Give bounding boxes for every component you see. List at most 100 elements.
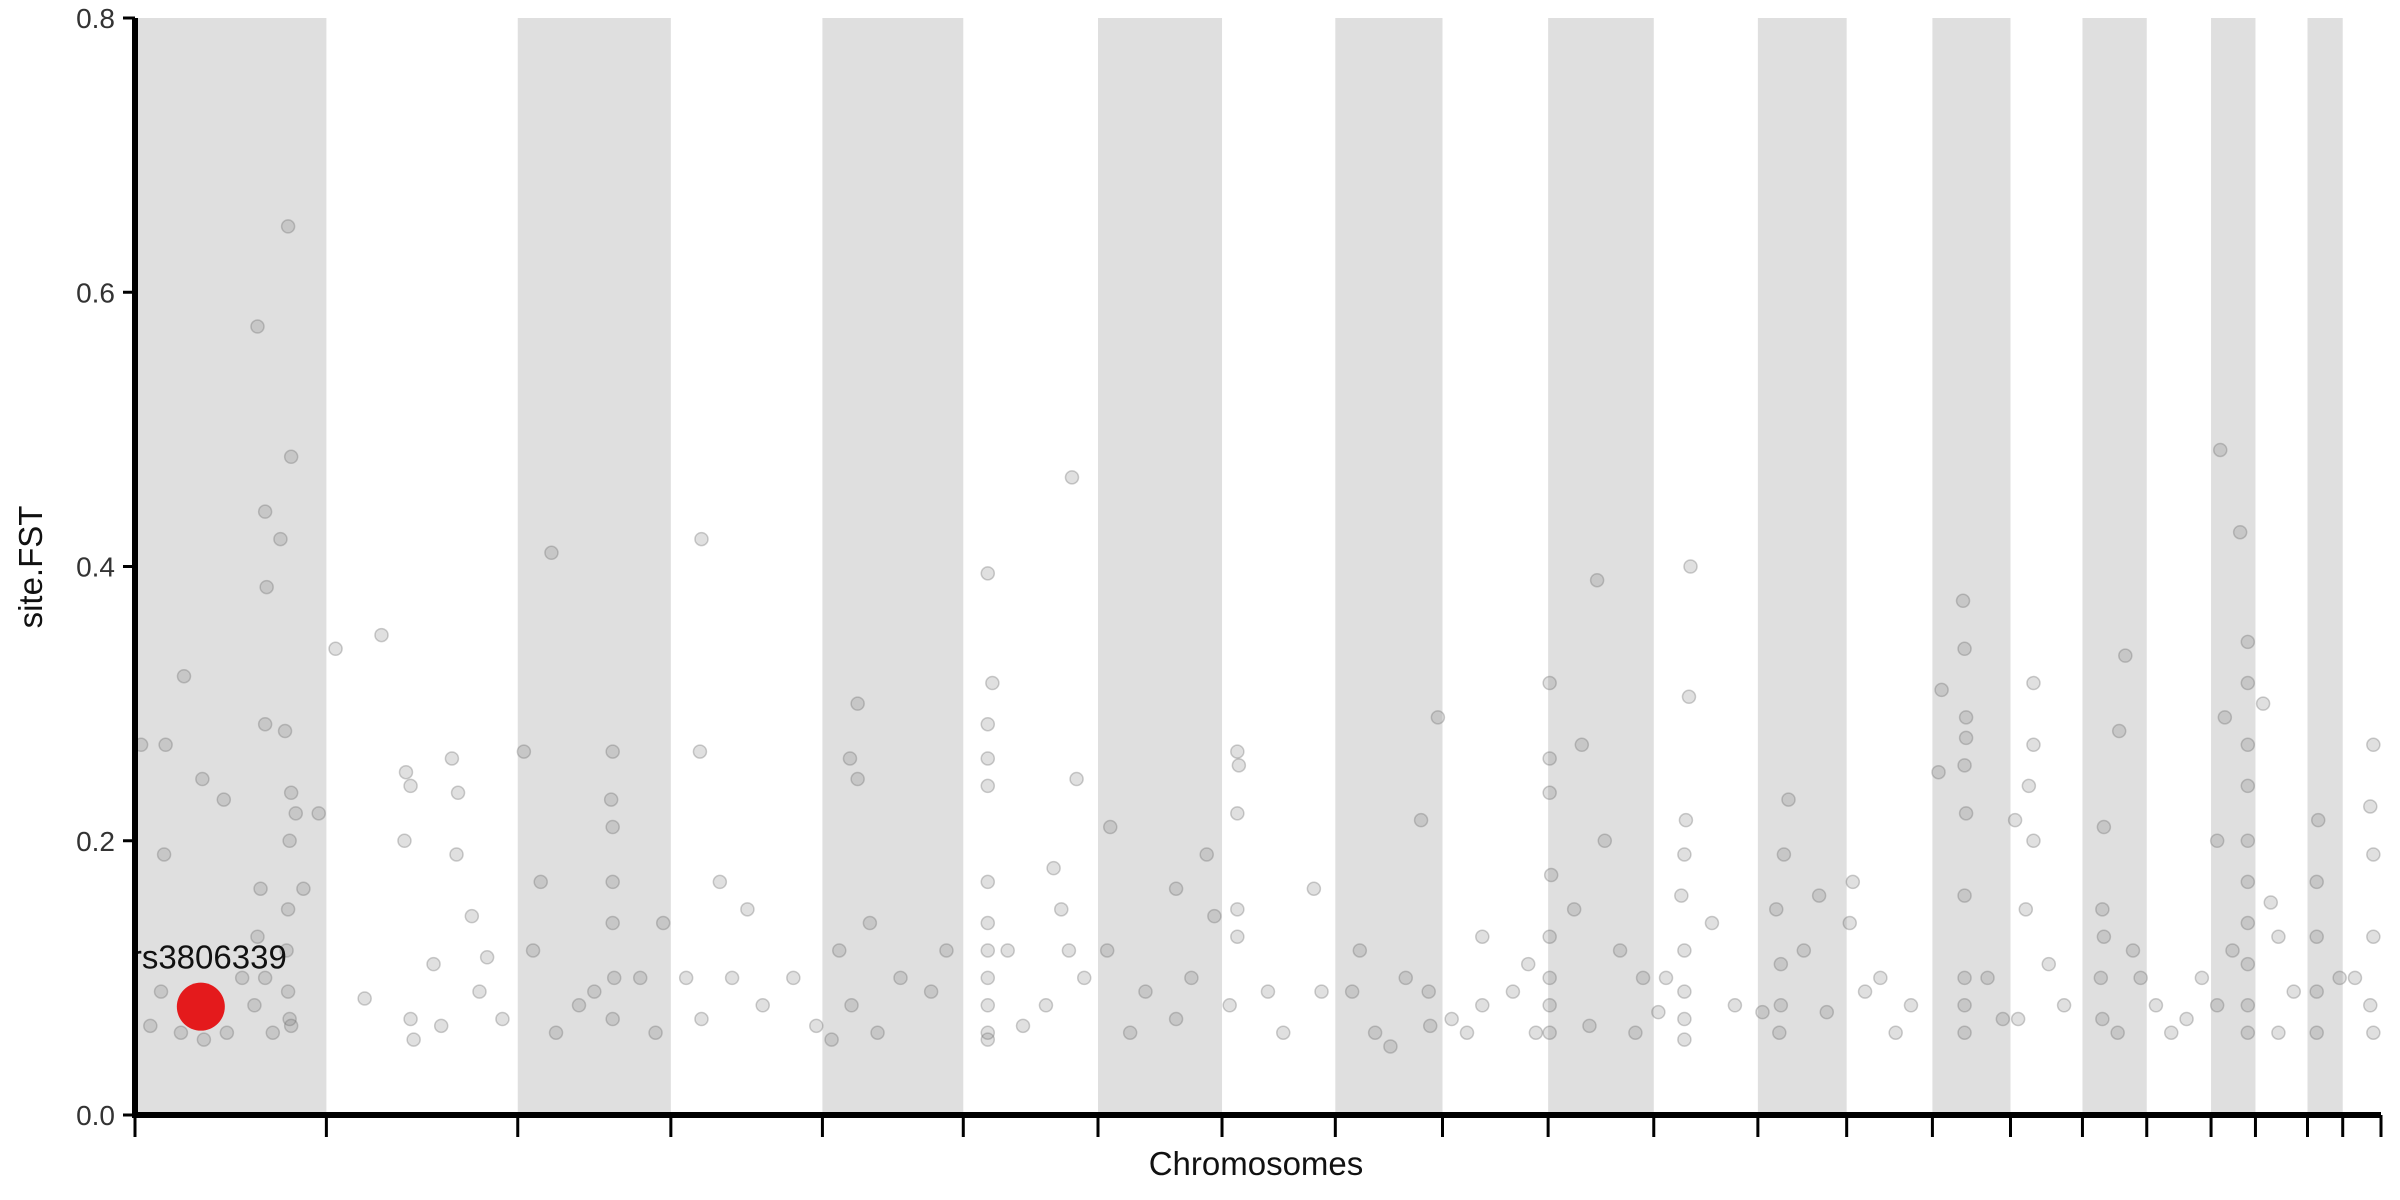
data-point [832,943,847,958]
data-point [1903,998,1919,1013]
data-point [2309,984,2324,999]
data-point [533,874,548,890]
data-point [1222,998,1237,1013]
data-point [1957,641,1972,657]
points: rs3806339 [131,219,2381,1054]
data-point [1674,888,1689,903]
data-point [1046,860,1061,876]
data-point [283,785,299,801]
data-point [1681,689,1697,705]
data-point [1957,998,1972,1013]
data-point [603,792,619,807]
data-point [279,943,294,958]
bands [135,18,2343,1115]
data-point [1122,1025,1138,1040]
data-point [257,970,273,986]
data-point [2240,675,2256,691]
data-point [2021,778,2037,794]
data-point [1367,1025,1383,1040]
data-point [1958,806,1974,821]
data-point [980,751,996,766]
data-point [280,984,296,999]
data-point [156,847,172,862]
data-point [844,998,859,1013]
data-point [2217,710,2233,725]
data-point [1768,902,1784,917]
data-point [2240,634,2256,650]
data-point [548,1025,564,1040]
data-point [1099,943,1115,958]
data-point [257,716,273,732]
data-point [2133,970,2148,986]
data-point [2332,970,2347,986]
data-point [282,833,297,848]
data-point [1651,1004,1666,1020]
data-point [1475,929,1490,944]
data-point [678,970,694,986]
data-point [282,1011,297,1027]
data-point [257,504,273,519]
data-point [2366,1025,2381,1040]
data-point [2240,1025,2256,1040]
data-point [2096,929,2112,944]
data-point [1344,984,1360,999]
data-point [1677,984,1692,999]
data-point [247,998,262,1013]
data-point [1772,1025,1787,1040]
data-point [357,991,372,1006]
data-point [2363,799,2378,814]
data-point [1421,984,1436,999]
data-point [1038,998,1054,1013]
data-point [2194,970,2210,986]
data-point [1064,470,1080,485]
data-point [1352,943,1368,958]
data-point [1597,833,1613,848]
data-point [219,1025,235,1040]
data-point [1582,1018,1597,1034]
data-point [1475,998,1490,1013]
data-point [980,915,996,931]
data-point [2286,984,2301,999]
data-point [1612,943,1628,958]
data-point [2007,812,2023,828]
data-point [283,449,299,465]
data-point [2026,833,2041,848]
data-point [1207,908,1222,924]
data-point [153,984,169,999]
x-axis-label: Chromosomes [1149,1145,1364,1182]
data-point [1168,881,1184,896]
data-point [980,874,996,890]
data-point [143,1018,158,1034]
data-point [403,1011,418,1027]
data-point [1781,792,1796,807]
data-point [2240,998,2256,1013]
data-point [786,970,801,986]
data-point [2366,847,2381,862]
data-point [985,675,1000,691]
data-point [1383,1039,1398,1054]
chromosome-band [1098,18,1223,1115]
data-point [980,778,996,794]
chromosome-band [1548,18,1654,1115]
data-point [516,744,532,759]
data-point [1076,970,1092,986]
data-point [2263,895,2279,910]
data-point [1628,1025,1643,1040]
data-point [694,531,709,547]
data-point [870,1025,885,1040]
data-point [2095,902,2110,917]
data-point [1845,874,1861,890]
data-point [2232,524,2248,540]
data-point [724,970,740,986]
data-point [403,778,418,794]
data-point [1958,710,1974,725]
data-point [173,1025,189,1040]
data-point [692,744,708,759]
data-point [1069,771,1084,787]
data-point [1776,847,1792,862]
data-point [1528,1025,1544,1040]
y-axis-label: site.FST [12,506,49,629]
data-point [605,915,620,931]
data-point [544,545,559,561]
data-point [1658,970,1674,986]
